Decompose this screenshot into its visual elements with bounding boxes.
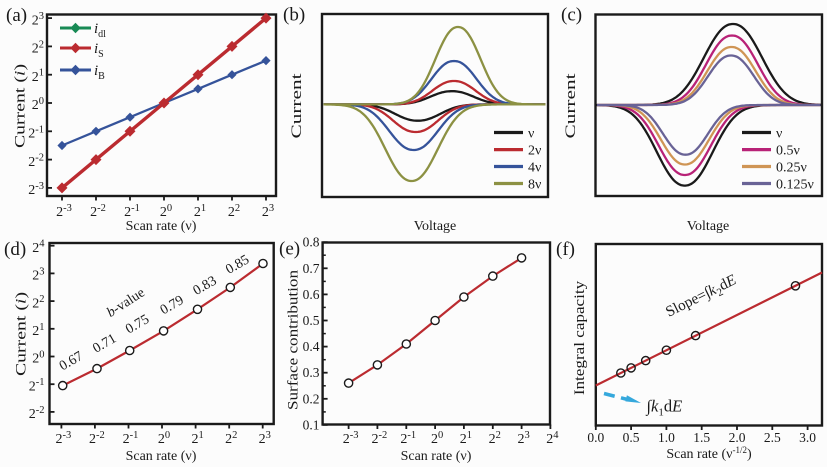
svg-text:(f): (f) (556, 239, 575, 260)
svg-text:0.4: 0.4 (303, 339, 320, 354)
svg-text:(a): (a) (6, 5, 27, 26)
svg-text:Current (i): Current (i) (12, 292, 29, 376)
svg-text:0.1: 0.1 (303, 417, 320, 432)
svg-text:(e): (e) (279, 239, 300, 260)
svg-text:0.7: 0.7 (303, 261, 320, 276)
svg-text:Current: Current (288, 73, 304, 138)
svg-text:Scan rate (ν-1/2): Scan rate (ν-1/2) (666, 445, 752, 462)
svg-text:0.25ν: 0.25ν (776, 161, 807, 176)
svg-text:2.5: 2.5 (764, 430, 781, 445)
svg-text:Scan rate (ν): Scan rate (ν) (126, 219, 197, 234)
svg-text:(b): (b) (283, 5, 305, 26)
svg-text:Scan rate (ν): Scan rate (ν) (126, 449, 197, 464)
svg-text:Integral capacity: Integral capacity (572, 281, 588, 395)
svg-text:ν: ν (776, 127, 782, 142)
svg-text:1.0: 1.0 (658, 430, 675, 445)
svg-text:iB: iB (94, 63, 105, 82)
svg-text:8ν: 8ν (528, 178, 541, 193)
svg-text:2.0: 2.0 (729, 430, 746, 445)
svg-text:0.5ν: 0.5ν (776, 144, 800, 159)
svg-text:∫k1dE: ∫k1dE (646, 397, 683, 419)
svg-text:0.2: 0.2 (303, 391, 320, 406)
svg-text:Voltage: Voltage (687, 219, 730, 234)
svg-text:Current: Current (562, 73, 578, 138)
svg-text:iS: iS (94, 41, 104, 60)
svg-text:0.5: 0.5 (623, 430, 640, 445)
svg-text:0.6: 0.6 (303, 287, 320, 302)
svg-text:0.3: 0.3 (303, 365, 320, 380)
svg-text:4ν: 4ν (528, 161, 541, 176)
svg-text:2ν: 2ν (528, 144, 541, 159)
svg-text:1.5: 1.5 (693, 430, 710, 445)
svg-text:Scan rate (ν): Scan rate (ν) (401, 449, 472, 464)
svg-text:Surface contribution: Surface contribution (285, 270, 301, 410)
svg-text:3.0: 3.0 (799, 430, 816, 445)
svg-text:(d): (d) (4, 239, 26, 260)
svg-text:0.0: 0.0 (587, 430, 604, 445)
svg-text:ν: ν (528, 127, 534, 142)
svg-text:(c): (c) (561, 5, 582, 26)
svg-text:Current (i): Current (i) (11, 64, 28, 148)
svg-text:Voltage: Voltage (414, 219, 457, 234)
svg-text:0.125ν: 0.125ν (776, 178, 814, 193)
svg-text:0.5: 0.5 (303, 313, 320, 328)
svg-text:0.8: 0.8 (303, 235, 320, 250)
